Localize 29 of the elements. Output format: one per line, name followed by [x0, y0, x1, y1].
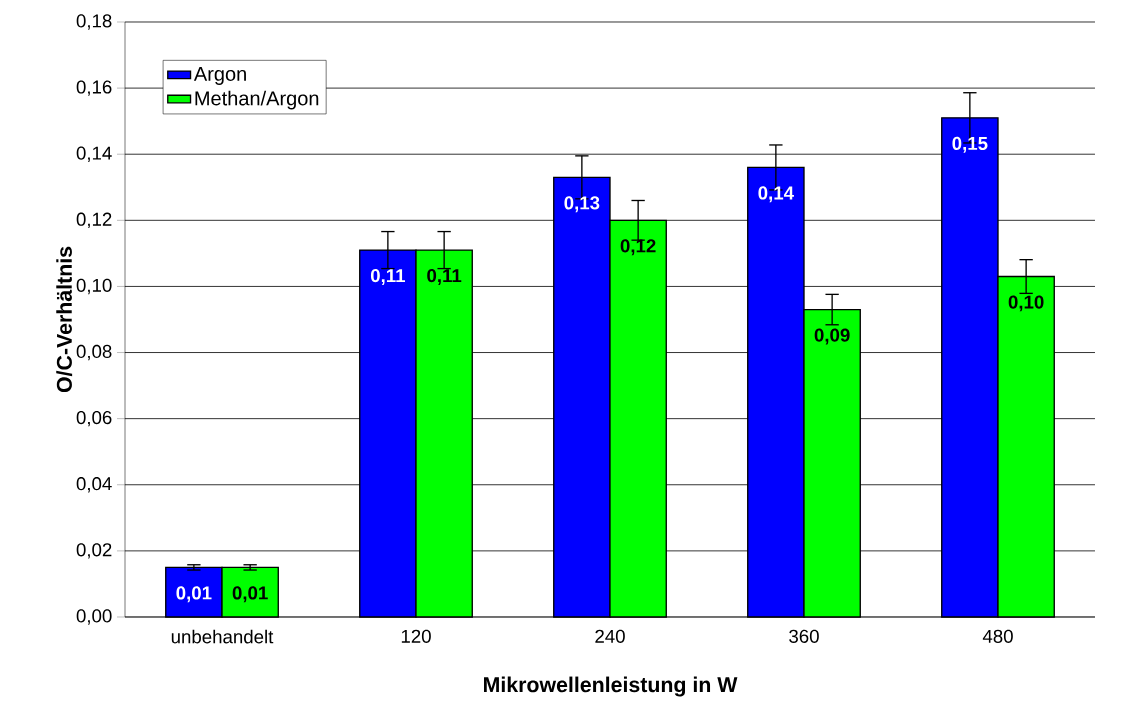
data-label: 0,12: [620, 239, 656, 256]
y-tick-label: 0,14: [76, 146, 112, 162]
data-label: 0,13: [564, 196, 600, 213]
data-label: 0,09: [814, 328, 850, 345]
x-axis-title: Mikrowellenleistung in W: [484, 676, 738, 697]
x-tick-label: 120: [401, 629, 431, 643]
x-tick-label: 480: [982, 629, 1013, 643]
x-tick-label: 360: [789, 629, 819, 643]
y-tick-label: 0,02: [76, 543, 112, 559]
y-tick-label: 0,08: [76, 344, 112, 361]
y-tick-label: 0,10: [76, 278, 112, 295]
y-tick-label: 0,06: [76, 410, 112, 427]
y-tick-label: 0,04: [76, 477, 112, 493]
y-tick-label: 0,12: [76, 212, 112, 229]
data-label: 0,14: [758, 186, 794, 203]
data-label: 0,01: [176, 586, 212, 603]
x-tick-label: 240: [595, 629, 625, 643]
y-tick-label: 0,00: [76, 609, 112, 625]
x-tick-label: unbehandelt: [171, 629, 274, 644]
legend-label: Methan/Argon: [195, 90, 319, 110]
data-label: 0,15: [952, 136, 988, 153]
legend-label: Argon: [193, 67, 246, 85]
data-label: 0,01: [232, 586, 268, 603]
data-label: 0,11: [370, 268, 406, 285]
y-tick-label: 0,16: [76, 80, 112, 96]
data-label: 0,10: [1008, 295, 1044, 312]
y-tick-label: 0,18: [76, 14, 112, 30]
y-axis-title: O/C-Verhältnis: [56, 246, 73, 393]
data-label: 0,11: [427, 268, 462, 285]
